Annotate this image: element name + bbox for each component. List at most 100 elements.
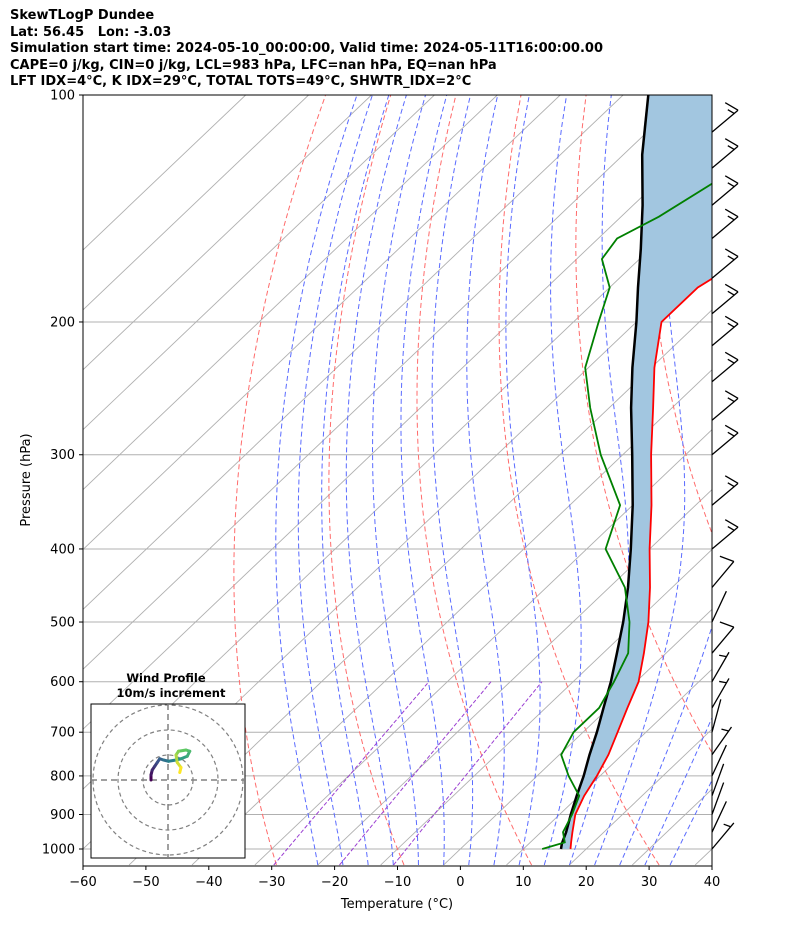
x-tick-label: −60 [69,875,96,890]
isotherm [254,429,712,866]
x-tick-label: 40 [704,875,721,890]
isotherm [191,369,712,866]
barb-half-flag [719,680,727,684]
hodograph-plot [91,704,245,858]
location-line: Lat: 56.45 Lon: -3.03 [10,24,172,40]
hodograph-segment [178,766,183,774]
barb-flag [719,621,735,628]
x-tick-label: −40 [195,875,222,890]
x-tick-label: 20 [578,875,595,890]
y-tick-label: 600 [50,675,75,690]
dry-adiabat [498,95,660,866]
hodograph-title: Wind Profile [126,671,206,685]
barb-shaft [711,763,725,797]
barb-half-flag [721,728,729,732]
wind-barb [711,519,739,550]
cin-shading [561,95,712,849]
y-axis-label: Pressure (hPa) [19,433,34,526]
wind-barb [711,555,735,588]
mixing-ratio-line [339,681,492,866]
time-line: Simulation start time: 2024-05-10_00:00:… [10,41,603,56]
barb-half-flag [727,182,735,188]
wind-barb [711,590,727,623]
chart-header: SkewTLogP Dundee Lat: 56.45 Lon: -3.03 S… [10,8,710,91]
barb-shaft [711,699,722,733]
stability-indices-line: LFT IDX=4°C, K IDX=29°C, TOTAL TOTS=49°C… [10,74,472,89]
wind-barb [711,390,739,421]
wind-barb [711,351,739,383]
barb-shaft [711,744,727,777]
wind-barb [711,801,727,833]
barb-flag [724,475,739,484]
barb-flag [724,208,739,218]
wind-barb [711,651,730,683]
dry-adiabat [647,95,712,535]
barb-shaft [711,561,735,588]
barb-half-flag [727,358,735,364]
chart-title: SkewTLogP Dundee [10,8,155,23]
dewpoint-line [541,182,712,850]
y-tick-label: 700 [50,726,75,741]
y-tick-label: 800 [50,769,75,784]
moist-adiabat [297,95,373,866]
isotherm [83,95,435,431]
barb-half-flag [727,431,735,437]
moist-adiabat [321,95,390,866]
isotherm [83,129,712,730]
isotherm [83,95,561,551]
isotherm [569,728,712,866]
barb-flag [724,102,739,111]
barb-flag [724,175,739,184]
barb-flag [724,424,739,434]
isotherm [83,95,309,311]
isotherm [317,488,712,866]
y-tick-label: 400 [50,542,75,557]
isotherm [443,608,712,866]
barb-shaft [711,801,727,833]
dry-adiabat [781,95,794,865]
wind-barb [711,315,739,347]
moist-adiabat [371,95,426,866]
x-tick-label: −50 [132,875,159,890]
dry-adiabat [575,95,712,754]
barb-half-flag [723,823,731,828]
moist-adiabat [594,95,686,866]
wind-barb [711,175,739,206]
wind-barb [711,744,727,777]
wind-barb [711,283,739,315]
wind-barb [711,621,735,654]
moist-adiabat [619,624,712,866]
mixing-ratio-line [273,681,430,866]
barb-flag [724,390,739,399]
barb-flag [724,138,739,147]
wind-barb [711,208,739,239]
wind-barb [711,782,725,815]
isotherm [83,95,498,491]
barb-flag [724,351,739,361]
x-tick-label: 10 [515,875,532,890]
isotherm [380,548,712,866]
isotherm [83,95,247,251]
mixing-ratio-line [393,681,543,866]
wind-barb [711,102,739,133]
y-tick-label: 100 [50,89,75,104]
y-tick-label: 300 [50,448,75,463]
y-tick-label: 900 [50,808,75,823]
wind-barb [711,475,739,506]
barb-shaft [711,590,727,623]
temperature-line [569,277,712,850]
barb-shaft [711,626,735,654]
barb-half-flag [727,215,735,221]
y-tick-label: 1000 [42,843,75,858]
wind-barb [711,726,733,756]
barb-shaft [711,782,725,815]
moist-adiabat [644,716,712,866]
plot-frame [82,94,713,867]
parcel-profile-line [559,95,650,850]
barb-half-flag [719,654,727,658]
convective-params-line: CAPE=0 j/kg, CIN=0 j/kg, LCL=983 hPa, LF… [10,57,497,73]
barb-half-flag [727,397,735,403]
barb-half-flag [727,255,735,261]
wind-barb [711,763,725,797]
x-tick-label: 0 [456,875,464,890]
